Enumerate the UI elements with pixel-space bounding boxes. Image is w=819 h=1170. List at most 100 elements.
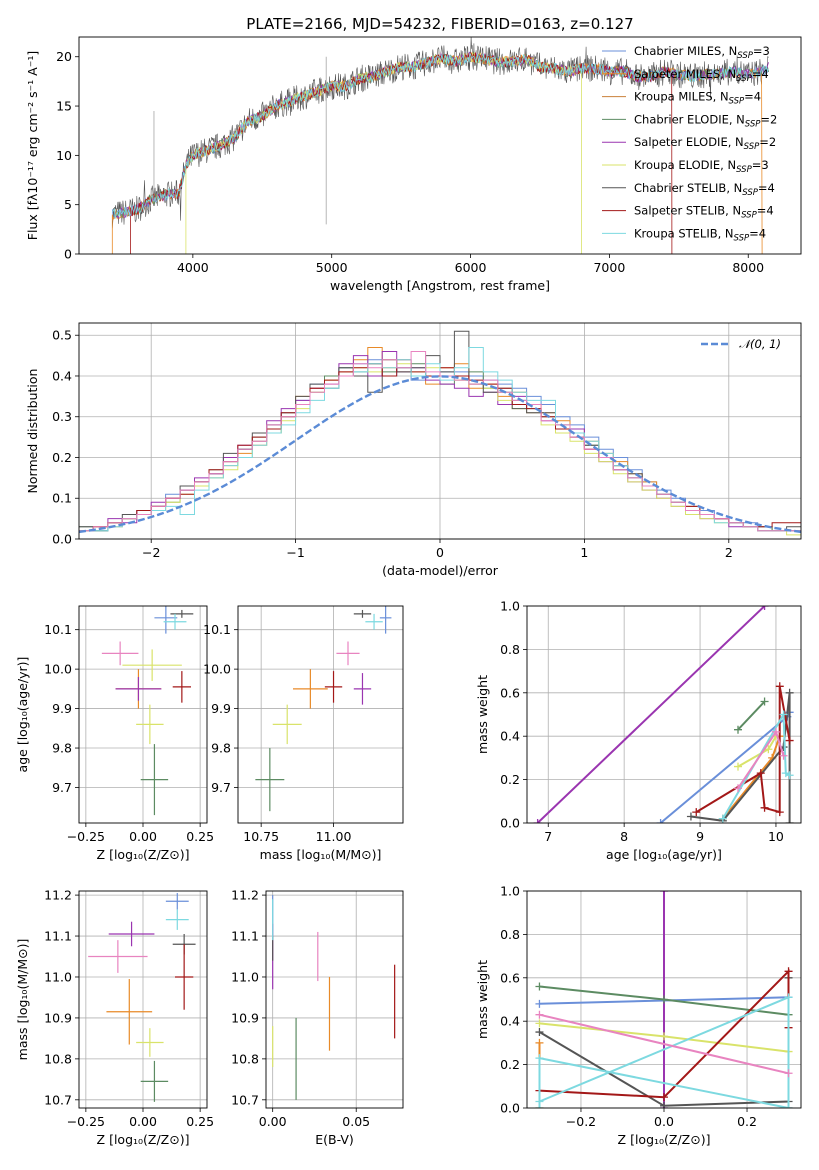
weight-line bbox=[737, 700, 766, 731]
weight-marker bbox=[785, 771, 794, 780]
weight-marker bbox=[660, 1032, 668, 1041]
weight-marker bbox=[775, 682, 784, 691]
y-tick-label: 20 bbox=[56, 49, 72, 64]
axes-frame bbox=[526, 890, 802, 1109]
legend-entry: Kroupa MILES, NSSP=4 bbox=[634, 90, 761, 107]
x-tick-label: 6000 bbox=[455, 260, 487, 275]
axes-frame bbox=[78, 36, 802, 255]
histograms bbox=[79, 330, 801, 536]
chart-title: PLATE=2166, MJD=54232, FIBERID=0163, z=0… bbox=[246, 15, 633, 33]
y-axis-label: mass weight bbox=[475, 960, 490, 1039]
spectrum-line bbox=[111, 51, 763, 254]
histogram-step bbox=[79, 359, 801, 536]
weight-marker bbox=[771, 727, 780, 736]
y-tick-label: 0.4 bbox=[500, 729, 520, 744]
x-axis-label: (data-model)/error bbox=[382, 563, 499, 578]
y-tick-label: 10.9 bbox=[231, 1010, 259, 1025]
y-tick-label: 0.2 bbox=[500, 1057, 520, 1072]
x-tick-label: 0.05 bbox=[342, 1114, 370, 1129]
spectra bbox=[111, 37, 769, 254]
y-tick-label: 0.2 bbox=[52, 450, 72, 465]
y-tick-label: 9.8 bbox=[211, 741, 231, 756]
axes-frame bbox=[78, 890, 208, 1109]
error-points bbox=[101, 606, 194, 816]
legend-subscript: SSP bbox=[734, 233, 750, 243]
y-tick-label: 10.1 bbox=[203, 622, 231, 637]
legend-entry: Kroupa STELIB, NSSP=4 bbox=[634, 226, 766, 243]
weight-line bbox=[690, 692, 791, 823]
weight-marker bbox=[784, 967, 793, 976]
x-tick-label: 0.25 bbox=[186, 1114, 214, 1129]
x-tick-label: 2 bbox=[725, 545, 733, 560]
legend-subscript: SSP bbox=[742, 188, 758, 198]
weight-marker bbox=[660, 1101, 668, 1108]
weight-marker bbox=[535, 1104, 544, 1108]
weight-marker bbox=[784, 1104, 793, 1108]
x-tick-label: 10 bbox=[768, 829, 784, 844]
weight-marker bbox=[660, 1093, 668, 1102]
y-axis-label: Flux [fλ10⁻¹⁷ erg cm⁻² s⁻¹ A⁻¹] bbox=[25, 51, 40, 240]
x-tick-label: 0.25 bbox=[186, 829, 214, 844]
weight-marker bbox=[656, 819, 665, 823]
y-tick-label: 11.0 bbox=[231, 969, 259, 984]
legend-tail: =2 bbox=[759, 135, 776, 149]
y-tick-label: 0.0 bbox=[500, 816, 520, 831]
x-axis-label: age [log₁₀(age/yr)] bbox=[606, 847, 722, 862]
y-axis-label: mass weight bbox=[475, 675, 490, 754]
x-tick-label: −0.25 bbox=[67, 829, 105, 844]
weight-marker bbox=[779, 751, 788, 760]
legend-subscript: SSP bbox=[741, 211, 757, 221]
x-tick-label: 5000 bbox=[316, 260, 348, 275]
x-tick-label: 0 bbox=[436, 545, 444, 560]
legend-text: Chabrier MILES, N bbox=[634, 44, 737, 58]
panel-5: 7 8 9 10 0.0 0.2 0.4 0.6 0.8 1.0 age [log₁₀(age/yr… bbox=[475, 599, 802, 862]
x-tick-label: 10.75 bbox=[243, 829, 279, 844]
legend-entry: Kroupa ELODIE, NSSP=3 bbox=[634, 158, 769, 175]
weight-marker bbox=[535, 999, 544, 1008]
x-axis-label: Z [log₁₀(Z/Z⊙)] bbox=[97, 1132, 190, 1147]
y-tick-label: 9.7 bbox=[52, 780, 72, 795]
weight-marker bbox=[760, 606, 769, 610]
y-tick-label: 10 bbox=[56, 148, 72, 163]
weight-line bbox=[538, 995, 790, 1108]
x-tick-label: 4000 bbox=[177, 260, 209, 275]
error-points bbox=[88, 893, 196, 1102]
y-tick-label: 11.1 bbox=[231, 929, 259, 944]
weight-marker bbox=[660, 891, 668, 895]
y-tick-label: 5 bbox=[64, 197, 72, 212]
y-axis-label: Normed distribution bbox=[25, 369, 40, 494]
y-tick-label: 0.8 bbox=[500, 642, 520, 657]
y-tick-label: 10.1 bbox=[44, 622, 72, 637]
legend-entry: 𝒩(0, 1) bbox=[739, 337, 781, 351]
y-tick-label: 10.8 bbox=[231, 1051, 259, 1066]
weight-marker bbox=[775, 808, 784, 817]
y-tick-label: 10.7 bbox=[231, 1092, 259, 1107]
x-tick-label: 9 bbox=[696, 829, 704, 844]
legend-subscript: SSP bbox=[745, 119, 761, 129]
weight-marker bbox=[785, 736, 794, 745]
legend-subscript: SSP bbox=[744, 142, 760, 152]
legend-text: Chabrier ELODIE, N bbox=[634, 112, 745, 126]
x-tick-label: 7 bbox=[544, 829, 552, 844]
y-tick-label: 9.9 bbox=[52, 701, 72, 716]
normal-curve bbox=[79, 375, 801, 534]
x-tick-label: 0.2 bbox=[737, 1114, 757, 1129]
weight-marker bbox=[686, 812, 695, 821]
legend-tail: =4 bbox=[758, 181, 775, 195]
y-tick-label: 1.0 bbox=[500, 599, 520, 614]
axes-frame bbox=[78, 322, 802, 540]
x-axis-label: Z [log₁₀(Z/Z⊙)] bbox=[97, 847, 190, 862]
weight-marker bbox=[692, 808, 701, 817]
legend-subscript: SSP bbox=[736, 165, 752, 175]
axes-frame bbox=[265, 890, 404, 1109]
weight-line bbox=[695, 686, 791, 814]
x-axis-label: mass [log₁₀(M/M⊙)] bbox=[260, 847, 382, 862]
y-tick-label: 15 bbox=[56, 99, 72, 114]
x-tick-label: 0.00 bbox=[129, 829, 157, 844]
legend-tail: =3 bbox=[752, 158, 769, 172]
y-tick-label: 10.0 bbox=[44, 662, 72, 677]
x-tick-label: 7000 bbox=[593, 260, 625, 275]
weight-line bbox=[539, 1013, 789, 1075]
x-tick-label: −0.2 bbox=[566, 1114, 596, 1129]
